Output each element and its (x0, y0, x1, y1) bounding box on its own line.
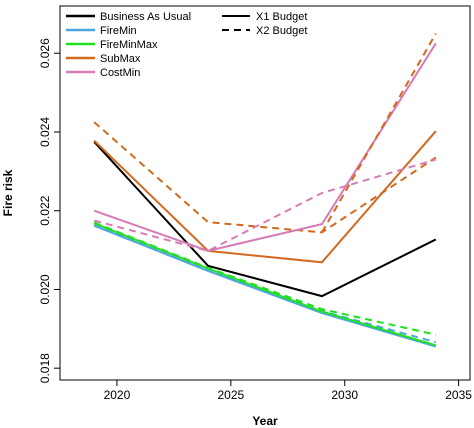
legend-entry: Business As Usual (100, 11, 191, 23)
y-tick-label: 0.018 (38, 353, 52, 383)
y-axis-label: Fire risk (1, 169, 15, 216)
y-axis: 0.018 0.020 0.022 0.024 0.026 (38, 38, 60, 383)
x-tick-label: 2035 (445, 388, 472, 402)
y-tick-label: 0.020 (38, 274, 52, 304)
legend: Business As Usual FireMin FireMinMax SubMax… (66, 11, 307, 79)
legend-entry: FireMinMax (100, 39, 158, 51)
series-line (93, 141, 437, 298)
series-line (321, 33, 437, 233)
y-tick-label: 0.022 (38, 195, 52, 225)
plot-frame (59, 5, 471, 381)
x-tick-label: 2025 (217, 388, 244, 402)
x-tick-label: 2020 (104, 388, 131, 402)
series-line (93, 130, 437, 264)
series-line (93, 121, 437, 234)
x-axis-label: Year (252, 414, 278, 428)
x-tick-label: 2030 (331, 388, 358, 402)
y-tick-label: 0.024 (38, 117, 52, 147)
series-layer (93, 33, 437, 348)
legend-entry: SubMax (100, 53, 141, 65)
series-line (93, 222, 437, 347)
legend-entry: CostMin (100, 67, 140, 79)
series-line (93, 158, 437, 252)
y-tick-label: 0.026 (38, 38, 52, 68)
series-line (93, 42, 437, 252)
legend-entry: X1 Budget (256, 11, 307, 23)
x-axis: 2020 2025 2030 2035 (104, 380, 472, 402)
legend-entry: FireMin (100, 25, 137, 37)
series-line (93, 221, 437, 336)
legend-entry: X2 Budget (256, 25, 307, 37)
